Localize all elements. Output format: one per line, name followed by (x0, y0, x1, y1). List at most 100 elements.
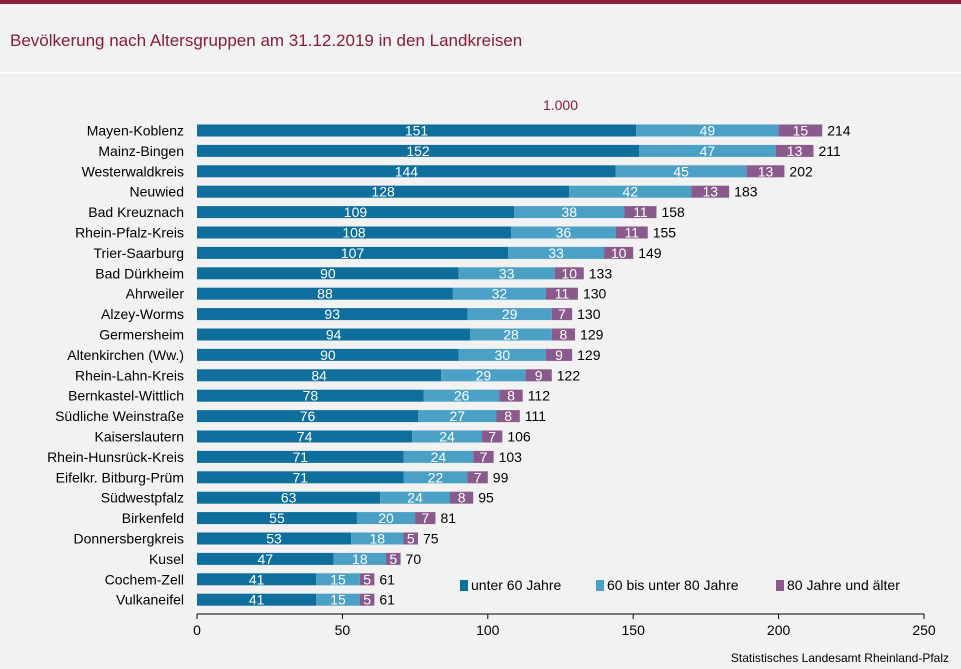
unit-label: 1.000 (543, 97, 578, 113)
legend-swatch (776, 580, 784, 591)
total-label: 214 (827, 123, 851, 139)
bar-segment-series-2 (403, 450, 474, 463)
data-label: 7 (474, 469, 482, 485)
data-label: 84 (311, 367, 327, 383)
data-label: 36 (556, 225, 572, 241)
bar-segment-series-1 (197, 206, 514, 219)
category-label: Ahrweiler (126, 286, 185, 302)
bar-segment-series-2 (412, 430, 482, 443)
bar-segment-series-2 (639, 144, 776, 157)
total-label: 99 (493, 469, 509, 485)
data-label: 9 (535, 367, 543, 383)
data-label: 10 (561, 265, 577, 281)
data-label: 55 (269, 510, 285, 526)
bar-segment-series-2 (403, 471, 468, 484)
data-label: 128 (371, 184, 395, 200)
bar-segment-series-2 (380, 491, 450, 504)
bar-segment-series-3 (473, 450, 494, 463)
total-label: 149 (638, 245, 662, 261)
total-label: 61 (379, 592, 395, 608)
top-accent-bar (0, 0, 961, 4)
data-label: 8 (507, 388, 515, 404)
bar-segment-series-2 (356, 512, 416, 525)
total-label: 106 (507, 429, 531, 445)
data-label: 71 (292, 469, 308, 485)
category-label: Bad Dürkheim (95, 265, 184, 281)
total-label: 211 (818, 143, 841, 159)
plot-area: 1.000 Mayen-Koblenz 151 49 15 214 Mainz-Bingen… (0, 74, 961, 669)
bar-segment-series-2 (513, 206, 625, 219)
bar-segment-series-1 (197, 410, 419, 423)
data-label: 42 (623, 184, 639, 200)
category-label: Mainz-Bingen (98, 143, 184, 159)
data-label: 63 (281, 490, 297, 506)
data-label: 88 (317, 286, 333, 302)
category-label: Eifelkr. Bitburg-Prüm (56, 469, 184, 485)
category-label: Cochem-Zell (105, 571, 184, 587)
data-label: 71 (292, 449, 308, 465)
data-label: 5 (407, 531, 415, 547)
total-label: 75 (423, 531, 439, 547)
category-label: Südwestpfalz (101, 490, 184, 506)
data-label: 47 (258, 551, 274, 567)
bar-segment-series-3 (551, 328, 576, 341)
category-label: Donnersbergkreis (74, 531, 185, 547)
category-label: Kaiserslautern (95, 429, 185, 445)
data-label: 47 (700, 143, 716, 159)
x-tick-label: 250 (912, 622, 936, 638)
bar-segment-series-3 (415, 512, 436, 525)
category-label: Germersheim (99, 327, 184, 343)
category-label: Birkenfeld (122, 510, 184, 526)
total-label: 130 (583, 286, 607, 302)
data-label: 53 (266, 531, 282, 547)
data-label: 7 (488, 429, 496, 445)
legend-label: unter 60 Jahre (471, 577, 561, 593)
bar-segment-series-2 (511, 226, 616, 239)
bar-segment-series-3 (386, 552, 401, 565)
bar-segment-series-2 (441, 369, 526, 382)
data-label: 151 (405, 123, 429, 139)
category-label: Bernkastel-Wittlich (68, 388, 184, 404)
category-label: Kusel (149, 551, 184, 567)
bar-segment-series-3 (775, 144, 814, 157)
data-label: 45 (673, 163, 689, 179)
bar-segment-series-1 (197, 532, 352, 545)
bar-segment-series-2 (467, 308, 552, 321)
bar-segment-series-3 (359, 573, 375, 586)
total-label: 70 (406, 551, 422, 567)
bar-segment-series-1 (197, 450, 404, 463)
bar-segment-series-1 (197, 512, 357, 525)
data-label: 27 (449, 408, 465, 424)
bar-segment-series-3 (615, 226, 648, 239)
total-label: 129 (580, 327, 604, 343)
data-label: 30 (495, 347, 511, 363)
data-label: 15 (330, 571, 346, 587)
bar-segment-series-3 (545, 287, 578, 300)
data-label: 11 (633, 204, 648, 220)
data-label: 7 (558, 306, 566, 322)
data-label: 13 (702, 184, 718, 200)
bar-segment-series-3 (467, 471, 488, 484)
bar-segment-series-1 (197, 267, 459, 280)
bar-segment-series-2 (333, 552, 387, 565)
category-label: Mayen-Koblenz (87, 123, 184, 139)
x-tick-label: 0 (193, 622, 201, 638)
source-note: Statistisches Landesamt Rheinland-Pfalz (730, 651, 949, 665)
bar-segment-series-3 (554, 267, 584, 280)
data-label: 29 (476, 367, 492, 383)
total-label: 130 (577, 306, 601, 322)
bar-segment-series-1 (197, 491, 381, 504)
data-label: 41 (249, 592, 265, 608)
total-label: 61 (379, 571, 395, 587)
data-label: 28 (503, 327, 519, 343)
data-label: 11 (555, 286, 570, 302)
data-label: 90 (320, 347, 336, 363)
bar-segment-series-1 (197, 246, 509, 259)
total-label: 133 (589, 265, 613, 281)
legend-swatch (596, 580, 604, 591)
data-label: 38 (561, 204, 577, 220)
data-label: 24 (407, 490, 423, 506)
data-label: 108 (342, 225, 366, 241)
bar-segment-series-2 (615, 165, 747, 178)
